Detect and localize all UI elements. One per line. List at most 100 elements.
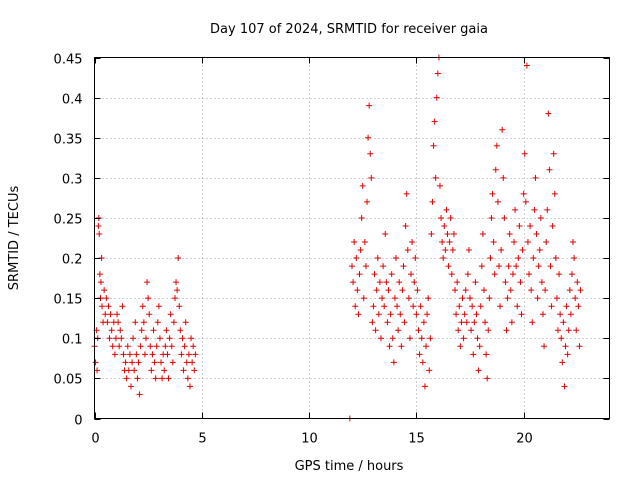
data-point xyxy=(185,351,192,358)
data-point xyxy=(144,279,151,286)
data-point xyxy=(536,247,543,254)
data-point xyxy=(141,351,148,358)
data-point xyxy=(522,198,529,205)
data-points xyxy=(91,54,584,422)
data-point xyxy=(495,263,502,270)
data-point xyxy=(429,198,436,205)
data-point xyxy=(155,303,162,310)
data-point xyxy=(365,134,372,141)
data-point xyxy=(531,206,538,213)
data-point xyxy=(542,287,549,294)
data-point xyxy=(468,327,475,334)
data-point xyxy=(159,375,166,382)
data-point xyxy=(412,255,419,262)
data-point xyxy=(396,279,403,286)
data-point xyxy=(571,255,578,262)
data-point xyxy=(472,279,479,286)
data-point xyxy=(421,383,428,390)
data-point xyxy=(548,303,555,310)
data-point xyxy=(147,343,154,350)
data-point xyxy=(377,335,384,342)
data-point xyxy=(184,375,191,382)
data-point xyxy=(477,303,484,310)
y-tick-label: 0.05 xyxy=(54,373,83,388)
data-point xyxy=(543,239,550,246)
data-point xyxy=(541,343,548,350)
data-point xyxy=(156,335,163,342)
data-point xyxy=(126,351,133,358)
data-point xyxy=(357,247,364,254)
data-point xyxy=(486,295,493,302)
data-point xyxy=(565,327,572,334)
y-tick-label: 0.15 xyxy=(54,293,83,308)
data-point xyxy=(474,335,481,342)
data-point xyxy=(537,214,544,221)
data-point xyxy=(353,255,360,262)
data-point xyxy=(521,150,528,157)
data-point xyxy=(102,311,109,318)
data-point xyxy=(523,62,530,69)
plot-frame xyxy=(94,57,610,419)
data-point xyxy=(409,239,416,246)
data-point xyxy=(96,230,103,237)
data-point xyxy=(382,230,389,237)
data-point xyxy=(95,214,102,221)
data-point xyxy=(528,287,535,294)
data-point xyxy=(442,247,449,254)
x-axis: 0 5 10 15 20 xyxy=(91,57,533,447)
data-point xyxy=(125,367,132,374)
data-point xyxy=(349,263,355,270)
data-point xyxy=(444,230,451,237)
data-point xyxy=(534,295,541,302)
x-tick-label: 5 xyxy=(198,432,206,447)
data-point xyxy=(475,367,482,374)
data-point xyxy=(482,319,489,326)
data-point xyxy=(538,279,545,286)
data-point xyxy=(575,303,582,310)
data-point xyxy=(143,335,149,342)
data-point xyxy=(455,327,462,334)
data-point xyxy=(370,303,377,310)
data-point xyxy=(551,190,558,197)
data-point xyxy=(171,295,178,302)
data-point xyxy=(108,327,115,334)
data-point xyxy=(507,287,514,294)
y-tick-label: 0.1 xyxy=(62,333,83,348)
data-point xyxy=(449,247,456,254)
data-point xyxy=(109,343,116,350)
data-point xyxy=(491,271,498,278)
data-point xyxy=(367,150,374,157)
data-point xyxy=(182,319,189,326)
data-point xyxy=(547,263,554,270)
data-point xyxy=(445,263,452,270)
y-tick-label: 0.2 xyxy=(62,253,83,268)
data-point xyxy=(168,343,175,350)
data-point xyxy=(430,142,437,149)
data-point xyxy=(158,359,165,366)
data-point xyxy=(361,239,368,246)
data-point xyxy=(351,239,358,246)
data-point xyxy=(447,214,454,221)
data-point xyxy=(165,375,172,382)
data-point xyxy=(577,287,584,294)
data-point xyxy=(450,230,457,237)
data-point xyxy=(478,263,485,270)
data-point xyxy=(506,230,513,237)
data-point xyxy=(434,70,441,77)
data-point xyxy=(139,303,146,310)
data-point xyxy=(394,303,401,310)
data-point xyxy=(381,303,388,310)
data-point xyxy=(402,222,409,229)
data-point xyxy=(188,335,195,342)
data-point xyxy=(190,343,197,350)
data-point xyxy=(524,239,531,246)
data-point xyxy=(500,174,507,181)
data-point xyxy=(106,335,113,342)
data-point xyxy=(487,255,494,262)
data-point xyxy=(425,295,432,302)
x-tick-label: 0 xyxy=(91,432,99,447)
data-point xyxy=(494,198,501,205)
data-point xyxy=(408,271,415,278)
y-tick-label: 0.4 xyxy=(62,93,83,108)
data-point xyxy=(456,303,463,310)
